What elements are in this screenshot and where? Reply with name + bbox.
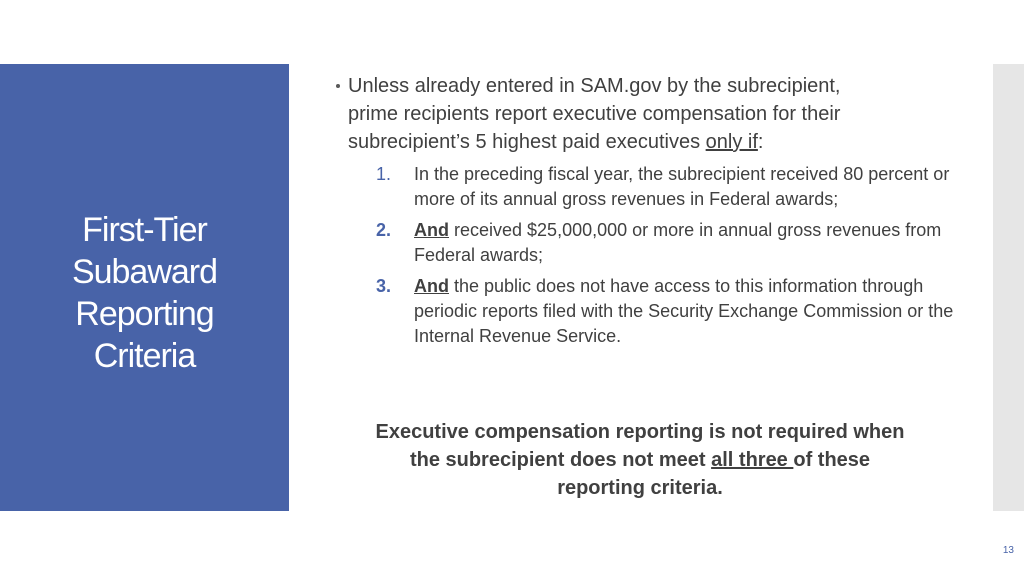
conclusion-line: the subrecipient does not meet all three… bbox=[330, 446, 950, 474]
bullet-line: subrecipient’s 5 highest paid executives… bbox=[348, 128, 970, 156]
list-number: 2. bbox=[376, 220, 392, 240]
slide-content: Unless already entered in SAM.gov by the… bbox=[330, 72, 970, 355]
bullet-text: subrecipient’s 5 highest paid executives bbox=[348, 131, 706, 153]
criteria-item: 2. And received $25,000,000 or more in a… bbox=[376, 218, 970, 268]
criteria-item: 1. In the preceding fiscal year, the sub… bbox=[376, 162, 970, 212]
page-number: 13 bbox=[1002, 545, 1014, 556]
bullet-line: Unless already entered in SAM.gov by the… bbox=[348, 75, 841, 97]
title-line: Subaward bbox=[71, 252, 218, 291]
conclusion-text-part: of these bbox=[793, 449, 871, 471]
all-three-emphasis: all three bbox=[711, 449, 794, 471]
criteria-text: received $25,000,000 or more in annual g… bbox=[414, 220, 942, 265]
conclusion-text-part: the subrecipient does not meet bbox=[409, 449, 712, 471]
main-bullet: Unless already entered in SAM.gov by the… bbox=[330, 72, 970, 156]
conclusion-text: Executive compensation reporting is not … bbox=[330, 418, 950, 502]
title-line: Reporting bbox=[75, 294, 214, 333]
criteria-emphasis: And bbox=[414, 220, 449, 240]
bullet-text: : bbox=[757, 131, 764, 153]
only-if-emphasis: only if bbox=[705, 131, 758, 153]
bullet-icon bbox=[336, 84, 340, 88]
list-number: 3. bbox=[376, 276, 392, 296]
list-number: 1. bbox=[376, 164, 392, 184]
conclusion-line: reporting criteria. bbox=[557, 477, 723, 499]
criteria-item: 3. And the public does not have access t… bbox=[376, 274, 970, 349]
title-panel: First-Tier Subaward Reporting Criteria bbox=[0, 64, 289, 511]
criteria-text: the public does not have access to this … bbox=[414, 276, 954, 346]
criteria-list: 1. In the preceding fiscal year, the sub… bbox=[376, 162, 970, 349]
criteria-emphasis: And bbox=[414, 276, 449, 296]
criteria-text: In the preceding fiscal year, the subrec… bbox=[414, 164, 950, 209]
title-line: Criteria bbox=[93, 336, 197, 375]
conclusion-line: Executive compensation reporting is not … bbox=[375, 421, 905, 443]
bullet-line: prime recipients report executive compen… bbox=[348, 103, 841, 125]
title-line: First-Tier bbox=[82, 210, 208, 249]
right-side-bar bbox=[993, 64, 1024, 511]
slide-title: First-Tier Subaward Reporting Criteria bbox=[71, 209, 218, 377]
